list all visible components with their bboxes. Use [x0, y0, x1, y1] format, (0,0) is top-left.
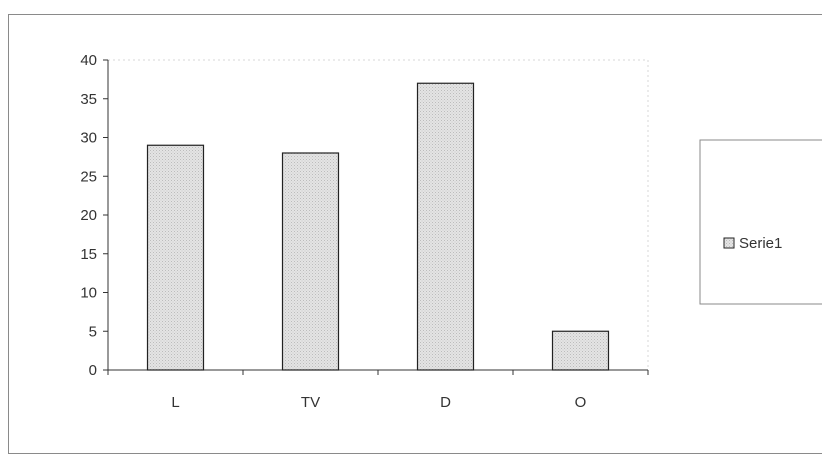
y-tick-label: 20 — [80, 207, 97, 224]
y-tick-label: 0 — [89, 362, 97, 379]
y-tick-label: 15 — [80, 246, 97, 263]
legend-label: Serie1 — [739, 235, 782, 252]
x-axis — [107, 369, 649, 375]
bars — [146, 82, 610, 371]
bar-d — [416, 82, 475, 371]
y-tick-label: 35 — [80, 91, 97, 108]
y-tick-label: 5 — [89, 323, 97, 340]
bar-l — [146, 144, 205, 371]
y-axis: 0 5 10 15 20 25 30 35 40 — [80, 52, 109, 379]
legend-swatch — [723, 237, 735, 249]
y-tick-label: 30 — [80, 130, 97, 147]
x-tick-label: L — [171, 394, 179, 411]
bar-tv — [281, 152, 340, 371]
x-tick-label: D — [440, 394, 451, 411]
legend: Serie1 — [699, 139, 822, 305]
x-tick-labels: L TV D O — [171, 394, 586, 411]
x-tick-label: O — [575, 394, 587, 411]
legend-box — [699, 139, 822, 305]
bar-o — [551, 330, 610, 371]
y-tick-label: 25 — [80, 168, 97, 185]
y-tick-label: 10 — [80, 285, 97, 302]
x-tick-label: TV — [301, 394, 320, 411]
y-tick-label: 40 — [80, 52, 97, 69]
